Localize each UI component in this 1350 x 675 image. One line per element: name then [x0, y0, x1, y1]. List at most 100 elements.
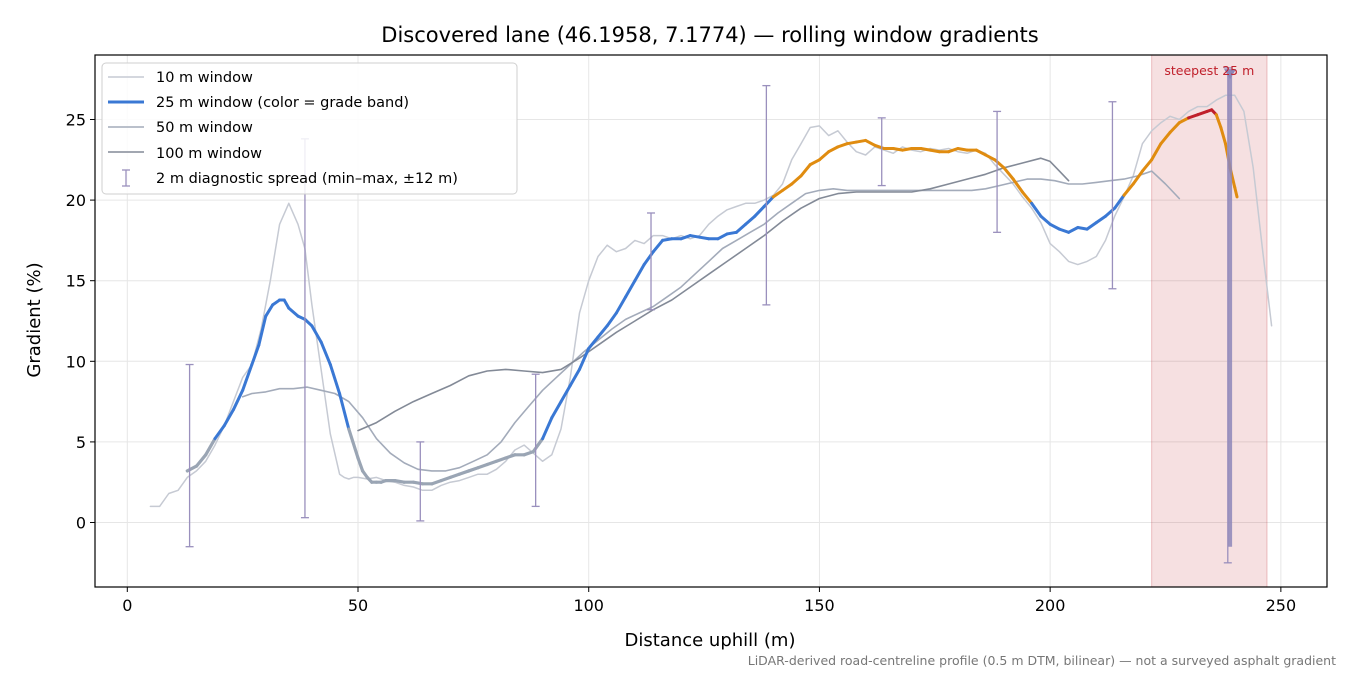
y-tick-label: 20: [66, 191, 86, 210]
series-25m-segment: [231, 388, 245, 412]
series-25m-segment: [319, 340, 332, 367]
legend-label-25m: 25 m window (color = grade band): [156, 95, 409, 111]
y-tick-label: 25: [66, 110, 86, 129]
series-25m-segment: [947, 147, 960, 154]
series-25m-segment: [1048, 222, 1061, 231]
series-25m-segment: [338, 392, 351, 431]
axis-ticks: 0 50 100 150 200 250 0 5 10 15 20 25: [66, 110, 1296, 615]
series-25m-segment: [522, 449, 535, 457]
series-25m-segment: [328, 363, 342, 396]
x-tick-label: 100: [573, 596, 604, 615]
series-25m-segment: [734, 222, 748, 234]
series-25m-segment: [1020, 190, 1034, 205]
legend-label-50m: 50 m window: [156, 120, 253, 136]
series-25m-segment: [744, 214, 757, 226]
legend-label-10m: 10 m window: [156, 70, 253, 86]
series-25m-segment: [1002, 166, 1015, 181]
footnote: LiDAR-derived road-centreline profile (0…: [748, 653, 1336, 668]
series-25m-segment: [596, 324, 609, 339]
series-25m-segment: [550, 400, 563, 420]
series-25m-segment: [1094, 214, 1108, 225]
series-25m-segment: [257, 314, 268, 347]
series-25m-segment: [559, 383, 572, 404]
series-25m-segment: [836, 142, 849, 149]
series-25m-segment: [651, 238, 665, 254]
series-25m-segment: [568, 367, 581, 387]
series-25m-segment: [854, 138, 868, 144]
series-25m-segment: [771, 188, 785, 199]
x-axis-label: Distance uphill (m): [625, 630, 796, 651]
series-25m-segment: [1214, 113, 1223, 130]
series-25m-segment: [1177, 116, 1191, 125]
series-25m-segment: [439, 475, 452, 483]
series-25m-segment: [347, 427, 360, 460]
series-25m-segment: [1057, 227, 1071, 234]
series-25m-segment: [919, 147, 932, 152]
y-axis-label: Gradient (%): [24, 262, 45, 377]
series-25m-segment: [310, 324, 323, 344]
legend-box: [101, 62, 518, 195]
series-25m-segment: [1067, 225, 1080, 234]
series-25m-segment: [688, 234, 701, 239]
series-25m-segment: [287, 306, 300, 318]
series-25m-segment: [494, 456, 508, 463]
series-25m-segment: [1113, 193, 1126, 210]
series-25m-segment: [1104, 206, 1117, 218]
series-25m-segment: [467, 466, 480, 473]
series-25m-segment: [448, 472, 462, 479]
series-25m-segment: [1233, 185, 1239, 199]
steepest-label: steepest 25 m: [1164, 63, 1254, 78]
series-25m-segment: [250, 343, 261, 367]
x-tick-label: 250: [1266, 596, 1297, 615]
series-25m-segment: [541, 416, 554, 441]
series-10m-line: [149, 94, 1273, 508]
series-25m-segment: [725, 230, 738, 236]
series-25m-segment: [605, 311, 618, 328]
series-25m-segment: [587, 335, 600, 350]
series-25m-segment: [817, 150, 831, 162]
y-tick-label: 5: [76, 433, 86, 452]
series-25m-segment: [1085, 221, 1098, 231]
series-25m-segment: [661, 237, 674, 242]
series-25m-segment: [900, 147, 914, 152]
series-25m-segment: [624, 279, 637, 299]
series-25m-segment: [984, 153, 997, 162]
series-50m-line: [241, 170, 1181, 472]
series-25m-segment: [956, 147, 969, 152]
series-25m-segment: [1168, 121, 1181, 134]
series-25m-segment: [185, 464, 199, 473]
steepest-marker-arrow: [1224, 69, 1237, 80]
y-tick-label: 15: [66, 272, 86, 291]
series-25m-segment: [716, 232, 729, 241]
series-25m-segment: [1011, 177, 1024, 194]
steepest-marker: [1224, 69, 1237, 547]
series-25m-segment: [781, 182, 794, 192]
series-25m-segment: [697, 235, 711, 241]
series-25m-segment: [476, 462, 489, 470]
series-25m-segment: [1122, 182, 1135, 197]
series-25m-segment: [614, 295, 628, 315]
series-25m-segment: [642, 250, 655, 267]
y-tick-label: 10: [66, 352, 86, 371]
series-25m-segment: [1150, 142, 1163, 162]
series-25m-segment: [577, 346, 591, 371]
x-tick-label: 0: [122, 596, 132, 615]
series-25m-segment: [762, 195, 775, 209]
series-25m-segment: [213, 424, 226, 441]
y-tick-label: 0: [76, 514, 86, 533]
series-25m-segment: [241, 363, 254, 392]
series-25m-segment: [194, 453, 208, 468]
series-25m-segment: [1076, 225, 1089, 231]
series-25m-segment: [282, 298, 291, 310]
series-25m-segment: [864, 138, 877, 147]
legend-label-100m: 100 m window: [156, 146, 262, 162]
chart-title: Discovered lane (46.1958, 7.1774) — roll…: [381, 23, 1038, 47]
series-25m-segment: [430, 479, 443, 486]
series-25m-segment: [928, 148, 941, 154]
series-25m-segment: [264, 303, 275, 318]
series-25m-segment: [891, 147, 904, 152]
series-25m-segment: [222, 408, 235, 428]
series-25m-segment: [808, 158, 821, 167]
legend-label-errorbar: 2 m diagnostic spread (min–max, ±12 m): [156, 171, 458, 187]
